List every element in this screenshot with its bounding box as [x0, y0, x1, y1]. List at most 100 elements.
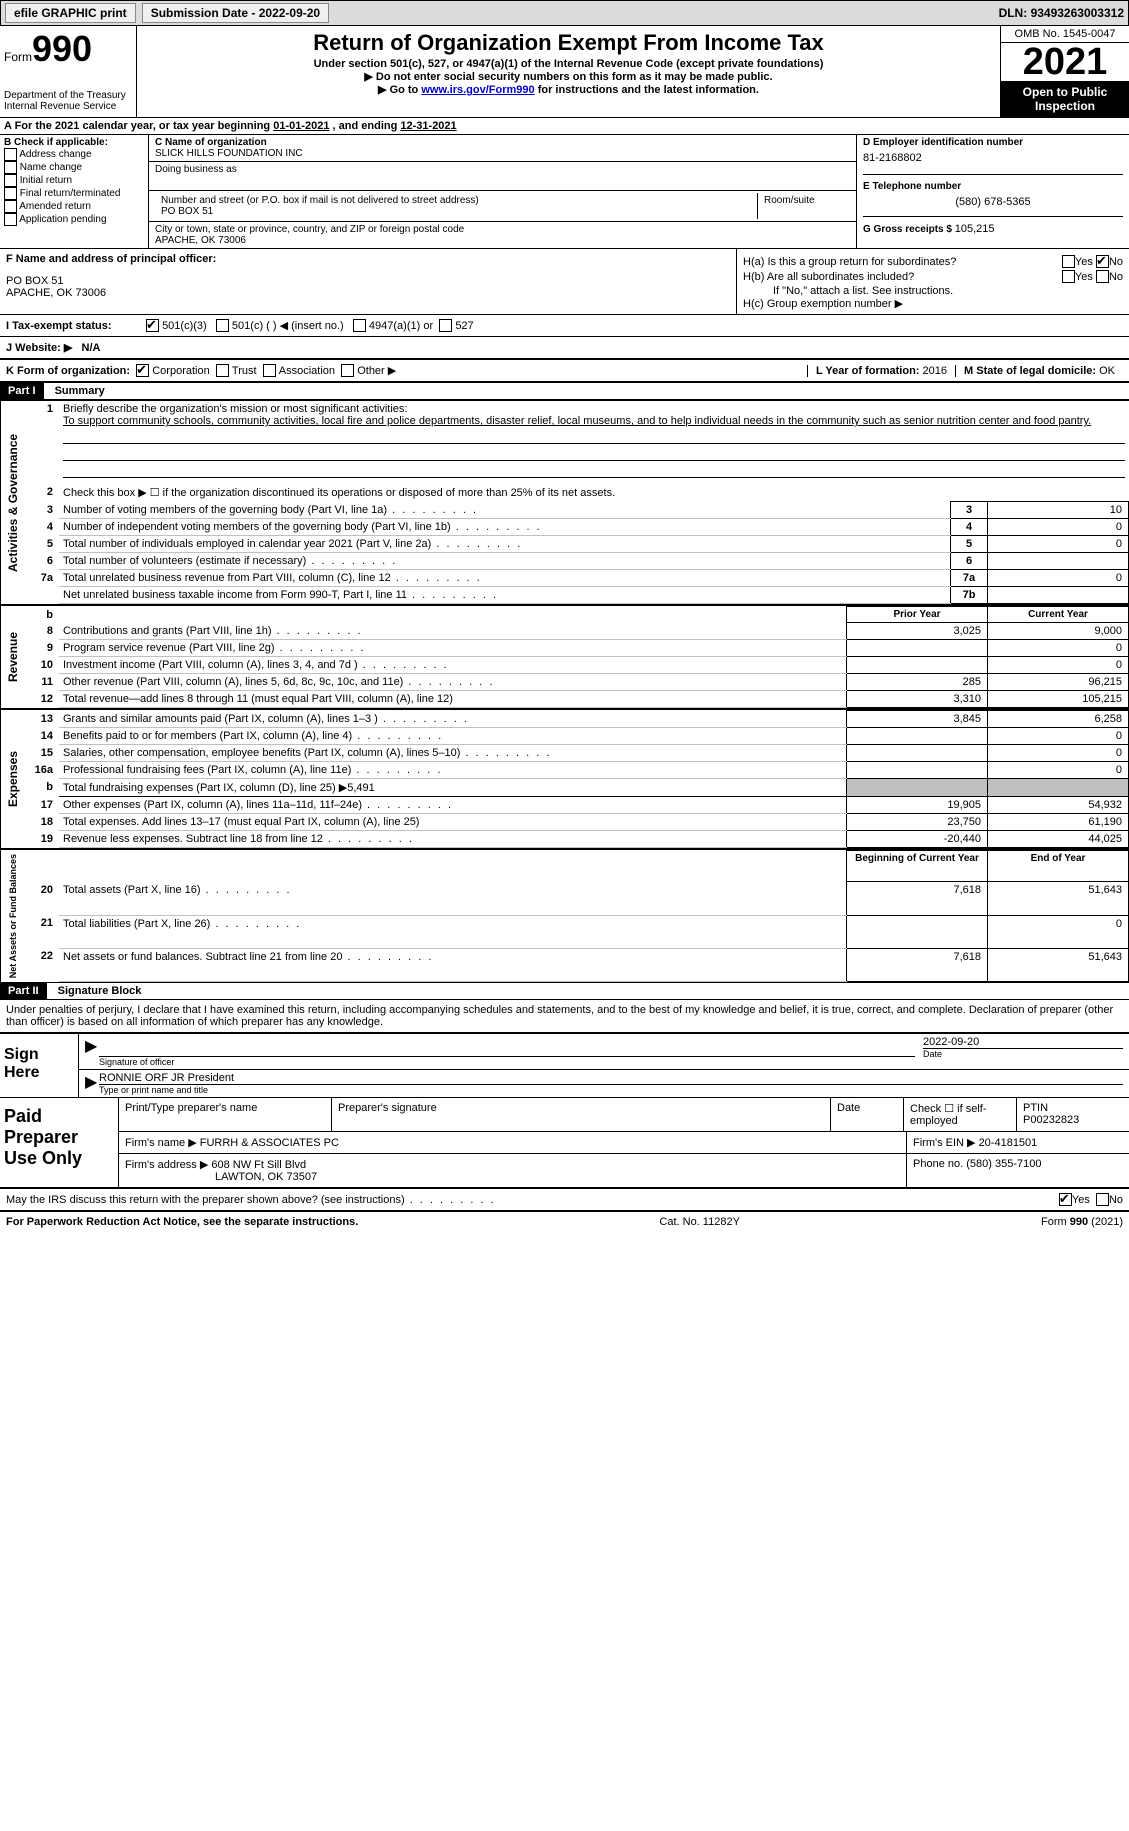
hb-note: If "No," attach a list. See instructions…: [743, 285, 1123, 297]
n21-t: Total liabilities (Part X, line 26): [59, 915, 847, 948]
check-final-return[interactable]: [4, 187, 17, 200]
chk-trust[interactable]: [216, 364, 229, 377]
state-domicile-label: M State of legal domicile:: [964, 365, 1099, 377]
opt-501c: 501(c) ( ) ◀ (insert no.): [232, 319, 344, 332]
may-irs-no[interactable]: [1096, 1193, 1109, 1206]
l4-v: 0: [988, 519, 1129, 536]
chk-501c[interactable]: [216, 319, 229, 332]
l7b-box: 7b: [951, 587, 988, 604]
city-label: City or town, state or province, country…: [155, 224, 850, 235]
chk-label-1: Name change: [20, 162, 82, 173]
e16a-c: 0: [988, 762, 1129, 779]
chk-label-0: Address change: [19, 149, 91, 160]
chk-527[interactable]: [439, 319, 452, 332]
form-org-label: K Form of organization:: [6, 365, 130, 377]
r8-n: 8: [25, 623, 59, 640]
check-amended[interactable]: [4, 200, 17, 213]
sign-here-label: Sign Here: [0, 1034, 79, 1097]
chk-label-2: Initial return: [20, 175, 72, 186]
form-num: 990: [32, 28, 92, 69]
n21-n: 21: [25, 915, 59, 948]
e14-p: [847, 728, 988, 745]
e19-c: 44,025: [988, 831, 1129, 848]
n20-p: 7,618: [847, 882, 988, 915]
hdr-end: End of Year: [988, 851, 1129, 882]
chk-4947[interactable]: [353, 319, 366, 332]
l3-box: 3: [951, 502, 988, 519]
col-h-group: H(a) Is this a group return for subordin…: [737, 249, 1129, 314]
expenses-table: 13Grants and similar amounts paid (Part …: [25, 710, 1129, 848]
may-irs-row: May the IRS discuss this return with the…: [0, 1189, 1129, 1212]
gross-value: 105,215: [955, 223, 995, 235]
chk-501c3[interactable]: [146, 319, 159, 332]
may-irs-text: May the IRS discuss this return with the…: [6, 1194, 1059, 1206]
may-irs-yes[interactable]: [1059, 1193, 1072, 1206]
ha-yes[interactable]: [1062, 255, 1075, 268]
side-netassets: Net Assets or Fund Balances: [0, 850, 25, 982]
check-app-pending[interactable]: [4, 213, 17, 226]
ein-value: 81-2168802: [863, 148, 1123, 164]
check-address-change[interactable]: [4, 148, 17, 161]
l5-v: 0: [988, 536, 1129, 553]
chk-corp[interactable]: [136, 364, 149, 377]
prep-name-label: Print/Type preparer's name: [119, 1098, 332, 1131]
opt-corp: Corporation: [152, 365, 209, 377]
form-subtitle: Under section 501(c), 527, or 4947(a)(1)…: [141, 58, 996, 70]
e16b-c: [988, 779, 1129, 797]
n20-c: 51,643: [988, 882, 1129, 915]
l6-v: [988, 553, 1129, 570]
e13-p: 3,845: [847, 711, 988, 728]
expenses-section: Expenses 13Grants and similar amounts pa…: [0, 709, 1129, 849]
firm-ein-label: Firm's EIN ▶: [913, 1137, 979, 1149]
row-a-tax-year: A For the 2021 calendar year, or tax yea…: [0, 118, 1129, 135]
prep-sig-label: Preparer's signature: [332, 1098, 831, 1131]
check-name-change[interactable]: [4, 161, 17, 174]
e18-p: 23,750: [847, 814, 988, 831]
e15-c: 0: [988, 745, 1129, 762]
part1-header-row: Part I Summary: [0, 383, 1129, 400]
opt-trust: Trust: [232, 365, 257, 377]
l7a-box: 7a: [951, 570, 988, 587]
chk-assoc[interactable]: [263, 364, 276, 377]
e13-n: 13: [25, 711, 59, 728]
arrow-line-1: ▶ Do not enter social security numbers o…: [141, 70, 996, 83]
arrow-icon-2: ▶: [85, 1072, 99, 1095]
footer-year: 2021: [1095, 1216, 1119, 1228]
state-domicile: OK: [1099, 365, 1115, 377]
row-klm: K Form of organization: Corporation Trus…: [0, 360, 1129, 383]
chk-other[interactable]: [341, 364, 354, 377]
chk-label-3: Final return/terminated: [20, 188, 121, 199]
hb-yes[interactable]: [1062, 270, 1075, 283]
firm-ein-value: 20-4181501: [979, 1137, 1038, 1149]
penalty-text: Under penalties of perjury, I declare th…: [0, 1000, 1129, 1032]
l3-n: 3: [25, 502, 59, 519]
l5-n: 5: [25, 536, 59, 553]
l6-t: Total number of volunteers (estimate if …: [59, 553, 951, 570]
col-b-label: B Check if applicable:: [4, 137, 144, 148]
r11-n: 11: [25, 674, 59, 691]
revenue-section: Revenue bPrior YearCurrent Year 8Contrib…: [0, 605, 1129, 709]
hb-no[interactable]: [1096, 270, 1109, 283]
top-bar: efile GRAPHIC print Submission Date - 20…: [0, 0, 1129, 26]
part1-header: Part I: [0, 383, 44, 399]
e19-p: -20,440: [847, 831, 988, 848]
e16b-p: [847, 779, 988, 797]
tel-label: E Telephone number: [863, 181, 1123, 192]
firm-addr1: 608 NW Ft Sill Blvd: [211, 1159, 306, 1171]
sig-date-label: Date: [923, 1049, 1123, 1059]
r11-t: Other revenue (Part VIII, column (A), li…: [59, 674, 847, 691]
r12-c: 105,215: [988, 691, 1129, 708]
footer-mid: Cat. No. 11282Y: [358, 1216, 1041, 1228]
irs-link[interactable]: www.irs.gov/Form990: [421, 84, 534, 96]
check-initial-return[interactable]: [4, 174, 17, 187]
chk-label-5: Application pending: [19, 214, 106, 225]
part2-header-row: Part II Signature Block: [0, 983, 1129, 1000]
efile-button[interactable]: efile GRAPHIC print: [5, 3, 136, 23]
ha-no[interactable]: [1096, 255, 1109, 268]
dba-box: Doing business as: [149, 162, 856, 191]
col-c: C Name of organization SLICK HILLS FOUND…: [149, 135, 856, 248]
e18-c: 61,190: [988, 814, 1129, 831]
tax-status-label: I Tax-exempt status:: [6, 320, 146, 332]
page-footer: For Paperwork Reduction Act Notice, see …: [0, 1212, 1129, 1232]
sig-officer-label: Signature of officer: [99, 1057, 915, 1067]
